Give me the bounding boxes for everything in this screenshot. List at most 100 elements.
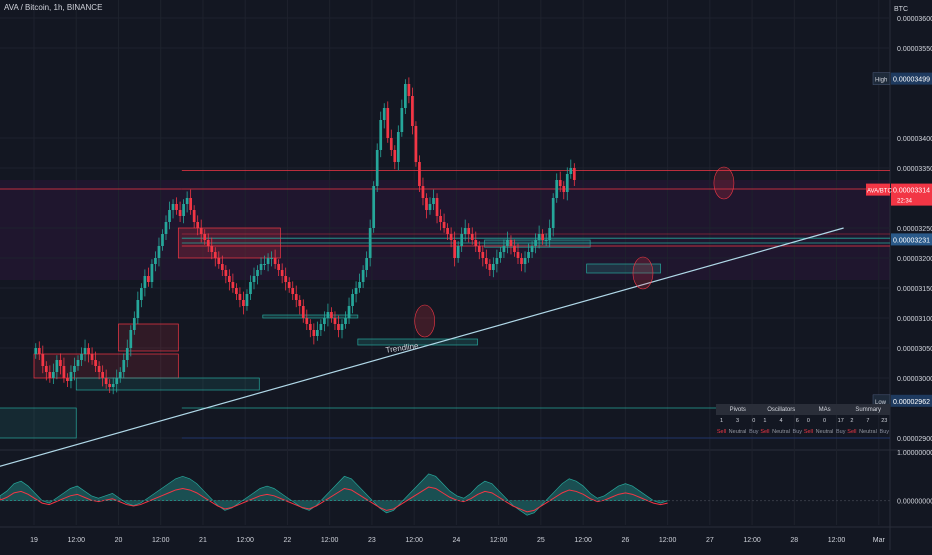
candle [351,289,354,314]
candle-body [477,246,481,252]
candle-body [551,198,555,228]
candle [301,299,305,323]
candle-body [118,372,122,378]
time-tick-label: 28 [790,537,798,544]
summary-label-buy: Buy [836,428,846,435]
candle-body [460,234,464,246]
candle-body [425,198,428,210]
candle [249,275,252,300]
candle-body [164,222,168,234]
candle [544,233,548,246]
candle [495,249,499,273]
candle [143,269,147,297]
candle-body [319,324,323,330]
candle-body [537,234,541,240]
candle [298,295,302,315]
summary-count: 0 [822,417,827,424]
summary-label-buy: Buy [879,428,890,435]
candle-body [220,264,224,270]
candle-body [323,318,326,324]
time-tick-label: 12:00 [490,537,508,544]
candle [115,369,119,393]
candle [199,219,203,243]
candle-body [213,252,217,258]
candle-body [534,240,537,246]
candle [323,311,326,332]
candle-body [143,276,147,288]
candle [132,311,136,335]
candle [101,365,104,387]
candle [196,215,200,236]
candle-body [157,246,161,258]
price-tick-label: 0.00003550 [897,46,932,53]
time-tick-label: 23 [368,537,376,544]
candle [136,291,140,324]
candle-body [432,198,435,204]
candle-body [111,384,115,387]
candle [530,241,534,258]
candle-body [407,84,411,96]
candle [502,239,506,258]
highlight-circle [713,166,735,200]
oscillator-tick-label: 0.00000000 [897,499,932,506]
price-tick-label: 0.00002900 [897,436,932,443]
candle-body [132,318,136,330]
candle-body [361,270,365,282]
candle [52,363,55,384]
candle [175,197,178,215]
candle-body [484,258,488,264]
summary-count: 0 [806,417,810,424]
candle-body [382,108,386,120]
candle-body [83,348,87,354]
candle [481,245,485,267]
summary-label-neutral: Neutral [772,428,790,435]
candle-body [298,300,302,306]
candle [460,227,464,252]
candle-body [470,234,474,240]
time-tick-label: 26 [621,537,629,544]
candle [308,319,312,338]
candle [263,255,266,270]
candle-body [418,162,421,186]
candle [548,219,552,248]
candle [477,241,481,260]
candle-body [291,288,295,294]
level-tag-bg [891,233,932,246]
candle [407,77,411,104]
supply-demand-zone [484,239,591,248]
candle [256,265,259,285]
candle [456,241,460,263]
candle-body [389,138,393,150]
candle-body [499,252,502,258]
summary-label-buy: Buy [749,428,759,435]
candle [168,201,171,230]
candle [396,125,400,171]
candle [541,229,544,245]
candle-body [192,210,196,222]
candle-body [414,126,418,162]
candle [499,247,502,263]
price-tick-label: 0.00003150 [897,286,932,293]
candle [235,283,238,300]
candle-body [375,150,379,186]
summary-count: 4 [779,417,783,424]
candle [111,377,115,395]
candle [94,351,97,372]
summary-count: 6 [795,417,799,424]
candle-body [372,186,376,228]
candle-body [544,240,548,241]
price-tick-label: 0.00003400 [897,136,932,143]
candle [463,219,467,242]
candle-body [108,384,112,387]
candle-body [76,360,80,366]
candle-body [411,96,414,126]
candle [312,323,316,345]
candle [520,253,523,272]
candle-body [80,354,83,360]
candle-body [259,264,263,270]
candle-body [368,228,372,258]
time-tick-label: 12:00 [659,537,677,544]
candle [418,155,421,192]
